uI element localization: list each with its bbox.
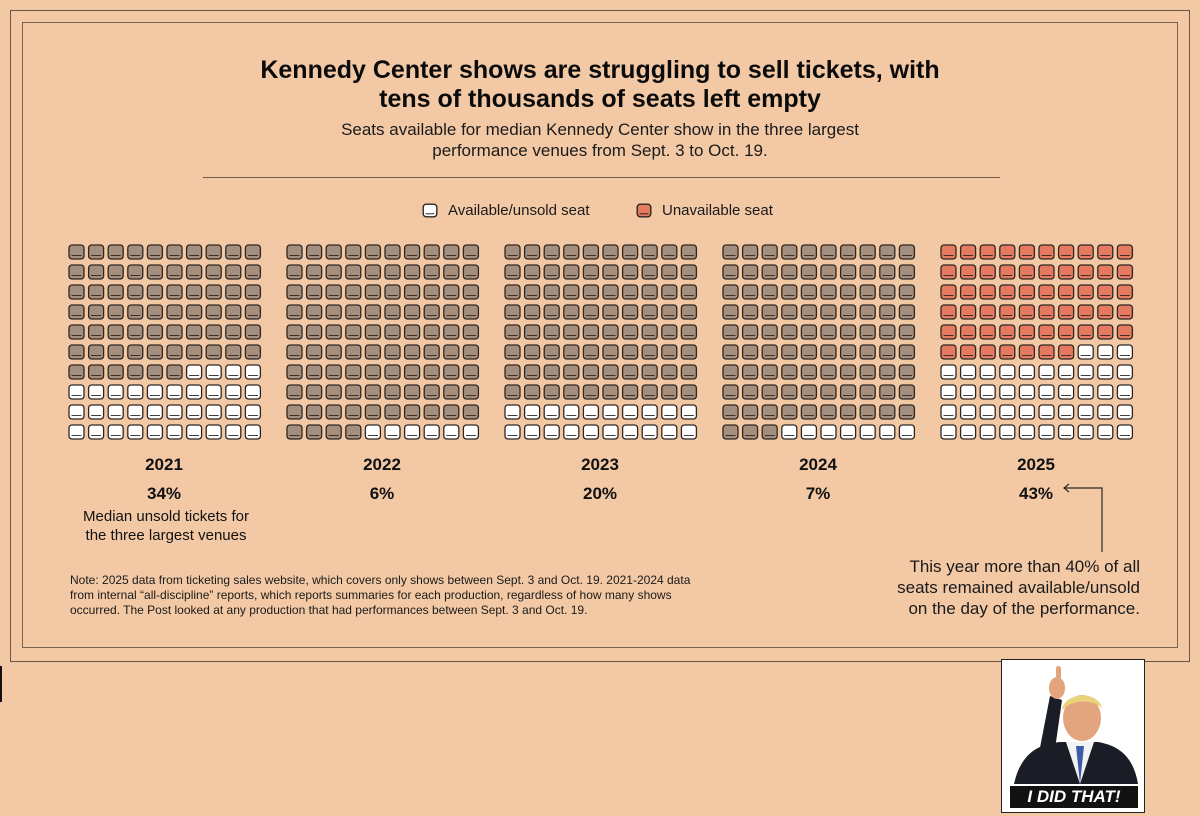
annotation-line-3: on the day of the performance. bbox=[908, 599, 1140, 618]
chart-subtitle: Seats available for median Kennedy Cente… bbox=[250, 119, 950, 161]
title-line-1: Kennedy Center shows are struggling to s… bbox=[260, 56, 940, 84]
year-label-2022: 2022 bbox=[363, 455, 401, 474]
year-label-2023: 2023 bbox=[581, 455, 619, 474]
pct-label-2024: 7% bbox=[805, 484, 831, 503]
note-line-1: Note: 2025 data from ticketing sales web… bbox=[70, 573, 691, 587]
sticker-caption: I DID THAT! bbox=[1010, 786, 1138, 808]
pct-label-2021: 34% bbox=[146, 484, 182, 503]
caption-2021-line-1: Median unsold tickets for bbox=[83, 508, 249, 525]
pct-label-2023: 20% bbox=[582, 484, 618, 503]
subtitle-line-1: Seats available for median Kennedy Cente… bbox=[341, 120, 859, 139]
pct-label-2022: 6% bbox=[369, 484, 395, 503]
note-line-2: from internal “all-discipline” reports, … bbox=[70, 588, 672, 602]
edge-mark bbox=[0, 666, 2, 702]
year-label-2024: 2024 bbox=[799, 455, 837, 474]
subtitle-line-2: performance venues from Sept. 3 to Oct. … bbox=[432, 141, 768, 160]
title-line-2: tens of thousands of seats left empty bbox=[379, 85, 821, 113]
available-seat-icon bbox=[422, 203, 438, 218]
pct-label-2025: 43% bbox=[1018, 484, 1054, 503]
caption-2021: Median unsold tickets for the three larg… bbox=[66, 507, 266, 545]
annotation-line-2: seats remained available/unsold bbox=[897, 578, 1140, 597]
annotation-line-1: This year more than 40% of all bbox=[909, 557, 1140, 576]
inner-frame bbox=[22, 22, 1178, 648]
outer-frame bbox=[10, 10, 1190, 662]
annotation-arrow bbox=[1063, 483, 1103, 552]
title-divider bbox=[203, 177, 1000, 178]
chart-title: Kennedy Center shows are struggling to s… bbox=[150, 56, 1050, 114]
note-line-3: occurred. The Post looked at any product… bbox=[70, 603, 588, 617]
year-label-2025: 2025 bbox=[1017, 455, 1055, 474]
annotation-2025: This year more than 40% of all seats rem… bbox=[830, 556, 1140, 619]
meme-sticker: I DID THAT! bbox=[1001, 659, 1145, 813]
year-label-2021: 2021 bbox=[145, 455, 183, 474]
chart-note: Note: 2025 data from ticketing sales web… bbox=[70, 573, 850, 618]
legend: Available/unsold seat Unavailable seat bbox=[380, 200, 820, 222]
caption-2021-line-2: the three largest venues bbox=[85, 527, 247, 544]
pointing-man-icon bbox=[1014, 666, 1138, 784]
unavailable-seat-icon bbox=[636, 203, 652, 218]
legend-available-label: Available/unsold seat bbox=[448, 202, 590, 219]
legend-unavailable-label: Unavailable seat bbox=[662, 202, 773, 219]
